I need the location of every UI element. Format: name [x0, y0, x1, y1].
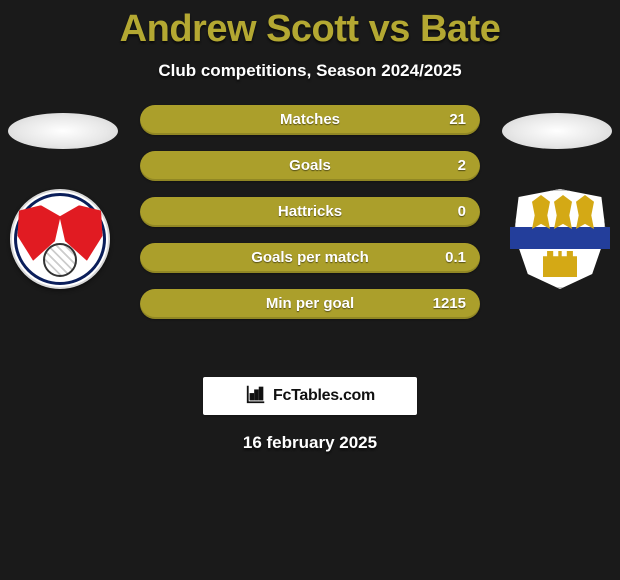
stat-label: Min per goal	[140, 289, 480, 319]
player-photo-left	[8, 113, 118, 149]
stat-row: Hattricks0	[140, 197, 480, 227]
stat-value-right: 1215	[433, 289, 466, 319]
stat-row: Min per goal1215	[140, 289, 480, 319]
date-text: 16 february 2025	[0, 433, 620, 453]
stat-row: Goals2	[140, 151, 480, 181]
subtitle: Club competitions, Season 2024/2025	[0, 61, 620, 81]
club-badge-left	[10, 189, 110, 289]
chart-icon	[245, 383, 267, 410]
page-title: Andrew Scott vs Bate	[0, 0, 620, 51]
stat-label: Goals per match	[140, 243, 480, 273]
club-badge-right	[510, 189, 610, 289]
stat-label: Hattricks	[140, 197, 480, 227]
player-photo-right	[502, 113, 612, 149]
stat-row: Matches21	[140, 105, 480, 135]
stat-label: Goals	[140, 151, 480, 181]
stat-value-right: 21	[449, 105, 466, 135]
stat-value-right: 2	[458, 151, 466, 181]
stat-value-right: 0	[458, 197, 466, 227]
brand-text: FcTables.com	[273, 387, 375, 405]
stat-row: Goals per match0.1	[140, 243, 480, 273]
comparison-stage: Matches21 Goals2 Hattricks0 Goals per match…	[0, 105, 620, 365]
stat-value-right: 0.1	[445, 243, 466, 273]
stat-label: Matches	[140, 105, 480, 135]
brand-box[interactable]: FcTables.com	[203, 377, 417, 415]
